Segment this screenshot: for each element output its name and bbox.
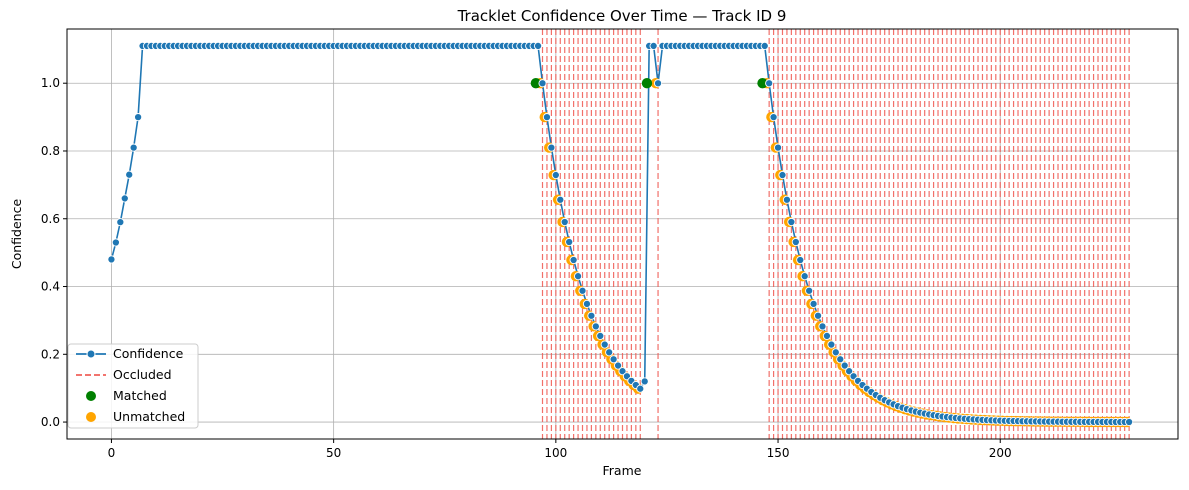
legend-unmatched-label: Unmatched [113, 409, 185, 424]
legend-box [67, 343, 199, 429]
confidence-point [831, 348, 840, 357]
confidence-point [640, 377, 649, 386]
y-tick-label: 0.0 [41, 415, 60, 429]
legend-unmatched-marker [86, 412, 96, 422]
confidence-point [760, 41, 769, 50]
confidence-point [805, 286, 814, 295]
confidence-point [534, 41, 543, 50]
confidence-point [773, 143, 783, 152]
confidence-point [120, 194, 129, 203]
confidence-point [125, 170, 134, 179]
confidence-point [654, 79, 663, 88]
confidence-point [605, 348, 614, 357]
x-axis-label: Frame [603, 463, 642, 478]
confidence-point [836, 355, 845, 364]
x-tick-label: 200 [989, 446, 1012, 460]
y-tick-label: 0.2 [41, 347, 60, 361]
y-tick-label: 1.0 [41, 76, 60, 90]
confidence-point [591, 322, 600, 331]
matched-point [530, 78, 542, 89]
confidence-point [791, 237, 800, 247]
confidence-point [560, 217, 569, 227]
confidence-point [107, 255, 116, 264]
x-tick-label: 0 [108, 446, 116, 460]
confidence-point [778, 170, 787, 180]
confidence-point [845, 367, 854, 376]
matched-point [757, 78, 768, 89]
chart-title: Tracklet Confidence Over Time — Track ID… [457, 7, 787, 25]
confidence-point [129, 143, 138, 152]
confidence-point [574, 272, 583, 281]
confidence-point [800, 272, 809, 281]
y-axis-label: Confidence [9, 199, 24, 270]
confidence-point [569, 255, 578, 265]
confidence-point [813, 311, 823, 320]
confidence-point [818, 322, 827, 331]
confidence-point [1125, 417, 1134, 427]
confidence-point [822, 331, 831, 340]
legend-confidence-label: Confidence [113, 346, 184, 361]
confidence-point [782, 195, 791, 204]
confidence-point [609, 355, 618, 364]
confidence-points [107, 41, 1134, 427]
legend-confidence-marker [86, 349, 96, 359]
confidence-point [636, 384, 645, 393]
confidence-point [134, 113, 143, 122]
confidence-point [600, 340, 609, 349]
confidence-point [578, 286, 587, 295]
legend-matched-marker [86, 391, 96, 401]
confidence-point [547, 143, 556, 152]
y-tick-label: 0.8 [41, 144, 60, 158]
axis-ticks: 0 50 100 150 200 0.0 0.2 0.4 0.6 0.8 1.0 [41, 76, 1012, 460]
confidence-point [618, 367, 627, 376]
confidence-point [565, 237, 574, 247]
x-tick-label: 150 [767, 446, 790, 460]
confidence-point [538, 79, 547, 88]
confidence-point [787, 217, 796, 227]
x-tick-label: 100 [544, 446, 567, 460]
confidence-point [769, 113, 778, 122]
confidence-point [796, 255, 805, 265]
confidence-point [649, 41, 658, 50]
confidence-point [596, 331, 605, 340]
matched-point [641, 78, 653, 89]
confidence-point [809, 299, 818, 308]
legend: Confidence Occluded Matched Unmatched [67, 343, 199, 429]
confidence-point [111, 238, 120, 247]
confidence-point [840, 361, 849, 370]
confidence-point [551, 170, 560, 180]
confidence-point [556, 195, 565, 204]
legend-occluded-label: Occluded [113, 367, 172, 382]
y-tick-label: 0.6 [41, 212, 60, 226]
confidence-point [827, 340, 836, 349]
occluded-markers [541, 29, 1130, 439]
confidence-point [765, 79, 774, 88]
y-tick-label: 0.4 [41, 280, 60, 294]
confidence-point [116, 218, 125, 227]
confidence-point [614, 361, 623, 370]
plot-frame [66, 28, 1179, 440]
x-tick-label: 50 [326, 446, 341, 460]
confidence-point [582, 299, 591, 308]
confidence-point [542, 113, 552, 122]
legend-matched-label: Matched [113, 388, 167, 403]
confidence-point [587, 311, 596, 320]
